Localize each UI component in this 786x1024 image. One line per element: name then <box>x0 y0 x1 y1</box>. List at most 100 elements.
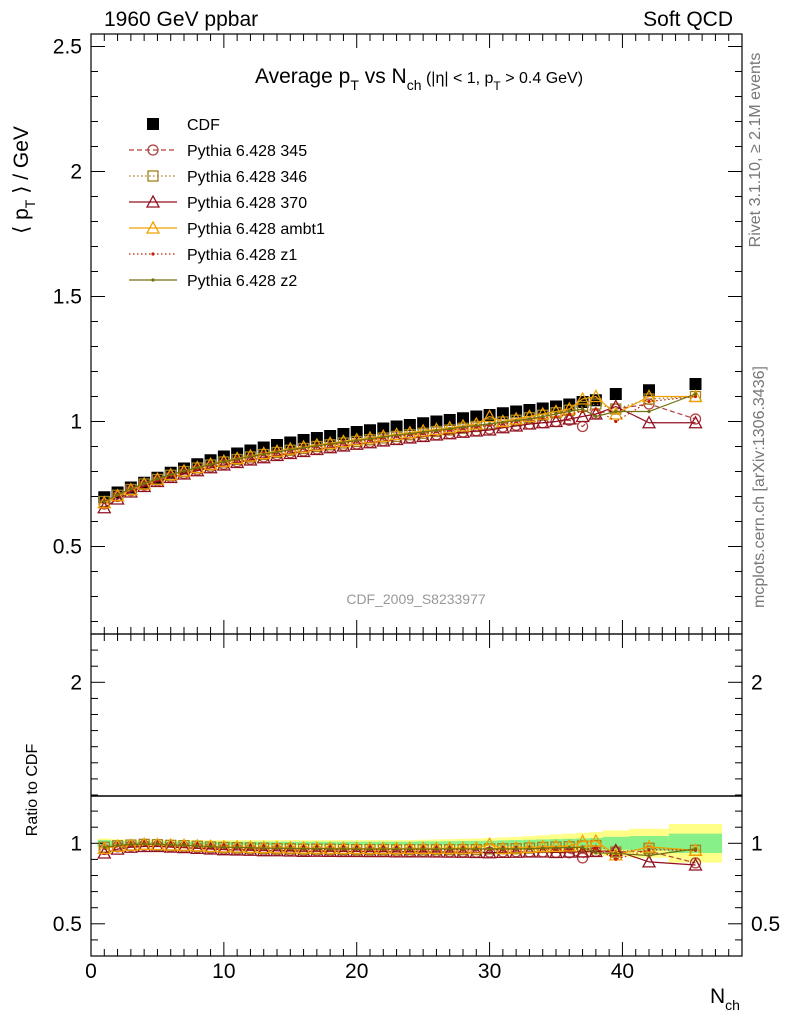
point-pythia-6-428-z2 <box>474 423 478 428</box>
ratio-point-pythia-6-428-z2 <box>275 846 279 850</box>
ratio-point-pythia-6-428-z2 <box>647 853 651 858</box>
ratio-point-pythia-6-428-370 <box>389 844 404 858</box>
point-pythia-6-428-370 <box>309 442 324 456</box>
stat-uncertainty-band <box>575 838 590 849</box>
point-pythia-6-428-370 <box>323 440 338 454</box>
point-pythia-6-428-z2 <box>169 473 173 477</box>
point-cdf <box>689 378 702 390</box>
point-pythia-6-428-ambt1 <box>688 389 703 403</box>
x-tick-label: 0 <box>85 960 97 983</box>
ratio-point-pythia-6-428-370 <box>641 854 657 868</box>
point-cdf <box>403 419 416 431</box>
point-pythia-6-428-z2 <box>461 425 465 429</box>
ratio-point-pythia-6-428-z2 <box>461 847 465 851</box>
ratio-point-pythia-6-428-ambt1 <box>442 840 457 854</box>
ratio-point-pythia-6-428-370 <box>323 843 338 857</box>
ratio-point-pythia-6-428-370 <box>256 843 271 857</box>
legend-label-pythia-6-428-ambt1: Pythia 6.428 ambt1 <box>187 221 325 238</box>
point-pythia-6-428-ambt1 <box>97 495 112 509</box>
ratio-point-pythia-6-428-z1 <box>647 848 651 852</box>
point-pythia-6-428-ambt1 <box>296 439 311 453</box>
ratio-point-pythia-6-428-z2 <box>580 845 585 850</box>
point-cdf <box>377 422 390 435</box>
ratio-point-pythia-6-428-370 <box>688 857 703 871</box>
point-pythia-6-428-370 <box>203 460 218 474</box>
ratio-point-pythia-6-428-370 <box>97 845 112 859</box>
ratio-point-pythia-6-428-370 <box>230 842 245 856</box>
ratio-point-pythia-6-428-z2 <box>182 843 186 847</box>
ratio-point-pythia-6-428-370 <box>349 844 364 858</box>
ratio-point-pythia-6-428-z2 <box>115 843 120 847</box>
ratio-point-pythia-6-428-ambt1 <box>309 840 324 854</box>
ratio-point-pythia-6-428-z2 <box>169 843 173 847</box>
point-pythia-6-428-z2 <box>514 418 518 423</box>
ratio-point-pythia-6-428-346 <box>457 844 469 856</box>
point-pythia-6-428-z2 <box>614 409 618 414</box>
point-cdf <box>443 414 456 426</box>
ratio-point-pythia-6-428-ambt1 <box>323 840 338 854</box>
ratio-point-pythia-6-428-370 <box>216 842 231 856</box>
ratio-point-pythia-6-428-370 <box>190 840 205 854</box>
point-pythia-6-428-ambt1 <box>123 482 138 496</box>
point-pythia-6-428-ambt1 <box>110 488 125 502</box>
ratio-point-pythia-6-428-z2 <box>381 847 385 851</box>
point-pythia-6-428-370 <box>641 415 657 429</box>
stat-uncertainty-band <box>536 839 550 848</box>
point-pythia-6-428-370 <box>176 466 192 480</box>
point-pythia-6-428-370 <box>588 406 603 420</box>
ratio-point-pythia-6-428-ambt1 <box>349 841 364 855</box>
ratio-point-pythia-6-428-370 <box>522 844 537 858</box>
point-cdf <box>337 428 350 440</box>
point-pythia-6-428-z2 <box>487 422 492 426</box>
ratio-point-pythia-6-428-z2 <box>693 847 698 851</box>
y-tick-label: 1.5 <box>53 286 82 309</box>
y-tick-label: 2.5 <box>53 36 82 59</box>
ratio-point-pythia-6-428-ambt1 <box>216 839 231 853</box>
ratio-point-pythia-6-428-370 <box>455 844 471 858</box>
point-pythia-6-428-370 <box>336 438 351 452</box>
point-pythia-6-428-z2 <box>222 460 226 464</box>
ratio-point-pythia-6-428-370 <box>163 839 178 853</box>
point-cdf <box>430 415 443 428</box>
ratio-point-pythia-6-428-ambt1 <box>509 840 524 854</box>
ratio-point-pythia-6-428-ambt1 <box>548 838 564 852</box>
ratio-point-pythia-6-428-z2 <box>222 845 226 849</box>
ratio-point-pythia-6-428-370 <box>269 843 285 857</box>
point-pythia-6-428-370 <box>110 491 125 505</box>
point-pythia-6-428-370 <box>548 414 564 428</box>
ratio-point-pythia-6-428-z2 <box>262 846 266 850</box>
point-pythia-6-428-ambt1 <box>256 446 271 460</box>
point-pythia-6-428-ambt1 <box>482 409 497 423</box>
ratio-point-pythia-6-428-z2 <box>567 845 571 850</box>
top-y-axis-label: ⟨ pT ⟩ / GeV <box>10 126 38 234</box>
ratio-point-pythia-6-428-z2 <box>102 845 106 849</box>
point-pythia-6-428-ambt1 <box>469 416 484 430</box>
ratio-point-pythia-6-428-z2 <box>514 847 518 851</box>
ratio-point-pythia-6-428-370 <box>588 844 603 858</box>
point-cdf <box>470 410 483 423</box>
ratio-point-pythia-6-428-ambt1 <box>336 841 351 855</box>
ratio-point-pythia-6-428-ambt1 <box>588 833 603 847</box>
point-cdf <box>390 420 403 433</box>
ratio-point-pythia-6-428-z2 <box>248 846 253 850</box>
ratio-point-pythia-6-428-370 <box>482 845 497 859</box>
ratio-point-pythia-6-428-z2 <box>408 847 412 851</box>
ratio-point-pythia-6-428-370 <box>469 845 484 859</box>
legend-label-cdf: CDF <box>187 117 220 134</box>
point-pythia-6-428-ambt1 <box>309 437 324 451</box>
point-pythia-6-428-370 <box>150 474 165 488</box>
point-pythia-6-428-z2 <box>541 414 545 419</box>
point-pythia-6-428-z2 <box>301 446 306 450</box>
point-pythia-6-428-z2 <box>182 469 186 473</box>
ratio-point-pythia-6-428-z2 <box>448 847 452 851</box>
ratio-point-pythia-6-428-370 <box>123 839 138 853</box>
point-pythia-6-428-z2 <box>647 409 651 414</box>
ratio-point-pythia-6-428-ambt1 <box>362 841 378 855</box>
point-pythia-6-428-z2 <box>248 454 253 459</box>
ratio-point-pythia-6-428-370 <box>429 844 444 858</box>
point-pythia-6-428-ambt1 <box>429 422 444 436</box>
point-pythia-6-428-ambt1 <box>336 434 351 448</box>
ratio-point-pythia-6-428-370 <box>336 844 351 858</box>
ratio-point-pythia-6-428-370 <box>575 844 590 858</box>
